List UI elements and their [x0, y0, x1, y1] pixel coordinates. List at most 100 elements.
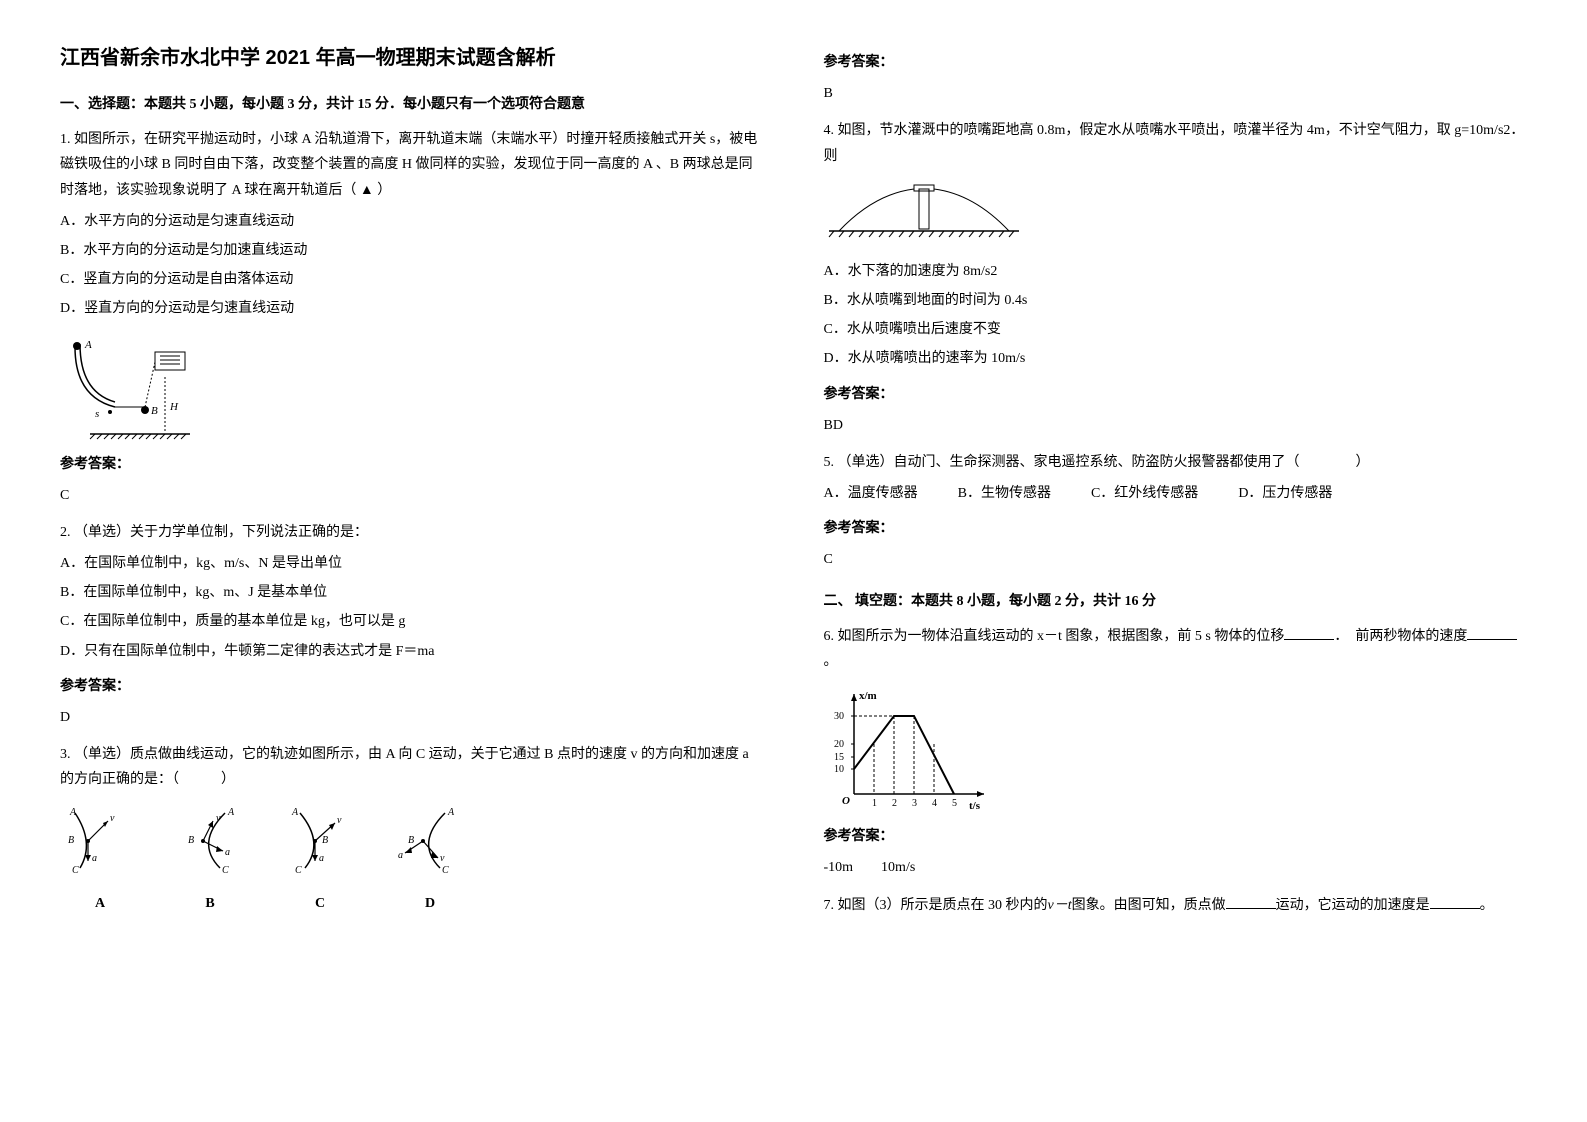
svg-text:B: B — [408, 835, 414, 846]
q3-figure-d: A B C a v D — [390, 803, 470, 916]
answer-label: 参考答案： — [824, 516, 1528, 541]
q6-text-mid: ． 前两秒物体的速度 — [1334, 629, 1467, 644]
option-q2-a: A．在国际单位制中，kg、m/s、N 是导出单位 — [60, 551, 764, 576]
option-q2-b: B．在国际单位制中，kg、m、J 是基本单位 — [60, 580, 764, 605]
answer-label: 参考答案： — [60, 674, 764, 699]
y-axis-label: x/m — [859, 690, 877, 702]
svg-text:B: B — [188, 835, 194, 846]
answer-label: 参考答案： — [824, 824, 1528, 849]
question-6: 6. 如图所示为一物体沿直线运动的 x－t 图象，根据图象，前 5 s 物体的位… — [824, 624, 1528, 881]
q7-vt: v－t — [1048, 898, 1072, 913]
page-container: 江西省新余市水北中学 2021 年高一物理期末试题含解析 一、选择题：本题共 5… — [60, 40, 1527, 926]
svg-text:v: v — [216, 813, 221, 824]
q7-text-before: 7. 如图（3）所示是质点在 30 秒内的 — [824, 898, 1048, 913]
svg-text:H: H — [169, 401, 179, 413]
option-q4-a: A．水下落的加速度为 8m/s2 — [824, 259, 1528, 284]
q3-figure-a: A B C v a A — [60, 803, 140, 916]
q3-label-d: D — [390, 891, 470, 916]
svg-text:a: a — [398, 850, 403, 861]
left-column: 江西省新余市水北中学 2021 年高一物理期末试题含解析 一、选择题：本题共 5… — [60, 40, 764, 926]
svg-text:30: 30 — [834, 711, 844, 722]
question-3-text: 3. （单选）质点做曲线运动，它的轨迹如图所示，由 A 向 C 运动，关于它通过… — [60, 742, 764, 792]
option-q1-d: D．竖直方向的分运动是匀速直线运动 — [60, 296, 764, 321]
question-1-text: 1. 如图所示，在研究平抛运动时，小球 A 沿轨道滑下，离开轨道末端（末端水平）… — [60, 127, 764, 203]
svg-text:a: a — [319, 853, 324, 864]
svg-text:v: v — [337, 815, 342, 826]
q3-figure-b: A B C a v B — [170, 803, 250, 916]
svg-text:A: A — [84, 339, 92, 351]
svg-text:C: C — [295, 865, 302, 876]
svg-text:A: A — [69, 807, 77, 818]
answer-label: 参考答案： — [824, 382, 1528, 407]
q3-label-a: A — [60, 891, 140, 916]
question-2: 2. （单选）关于力学单位制，下列说法正确的是： A．在国际单位制中，kg、m/… — [60, 520, 764, 730]
option-q2-c: C．在国际单位制中，质量的基本单位是 kg，也可以是 g — [60, 609, 764, 634]
svg-text:15: 15 — [834, 752, 844, 763]
svg-text:a: a — [225, 847, 230, 858]
question-6-text: 6. 如图所示为一物体沿直线运动的 x－t 图象，根据图象，前 5 s 物体的位… — [824, 624, 1528, 674]
question-5: 5. （单选）自动门、生命探测器、家电遥控系统、防盗防火报警器都使用了（ ） A… — [824, 450, 1528, 573]
svg-text:B: B — [322, 835, 328, 846]
right-column: 参考答案： B 4. 如图，节水灌溉中的喷嘴距地高 0.8m，假定水从喷嘴水平喷… — [824, 40, 1528, 926]
q3-answer: B — [824, 81, 1528, 106]
blank — [1430, 895, 1480, 909]
option-q5-a: A．温度传感器 — [824, 481, 918, 506]
q3-label-b: B — [170, 891, 250, 916]
svg-text:v: v — [110, 813, 115, 824]
svg-text:O: O — [842, 795, 850, 807]
svg-text:s: s — [95, 408, 99, 420]
option-q4-c: C．水从喷嘴喷出后速度不变 — [824, 317, 1528, 342]
question-7-text: 7. 如图（3）所示是质点在 30 秒内的v－t图象。由图可知，质点做 运动，它运… — [824, 893, 1528, 918]
section-2-header: 二、 填空题：本题共 8 小题，每小题 2 分，共计 16 分 — [824, 589, 1528, 614]
question-1: 1. 如图所示，在研究平抛运动时，小球 A 沿轨道滑下，离开轨道末端（末端水平）… — [60, 127, 764, 508]
svg-text:2: 2 — [892, 798, 897, 809]
q7-text-after: 。 — [1480, 898, 1494, 913]
q3-figures: A B C v a A — [60, 803, 764, 916]
q1-answer: C — [60, 483, 764, 508]
q7-text-mid2: 运动，它运动的加速度是 — [1276, 898, 1430, 913]
svg-text:C: C — [72, 865, 79, 876]
option-q5-d: D．压力传感器 — [1238, 481, 1332, 506]
svg-text:B: B — [151, 405, 158, 417]
svg-text:C: C — [442, 865, 449, 876]
option-q5-c: C．红外线传感器 — [1091, 481, 1198, 506]
option-q4-d: D．水从喷嘴喷出的速率为 10m/s — [824, 346, 1528, 371]
option-q5-b: B．生物传感器 — [958, 481, 1051, 506]
question-7: 7. 如图（3）所示是质点在 30 秒内的v－t图象。由图可知，质点做 运动，它运… — [824, 893, 1528, 918]
svg-text:A: A — [447, 807, 455, 818]
question-5-text: 5. （单选）自动门、生命探测器、家电遥控系统、防盗防火报警器都使用了（ ） — [824, 450, 1528, 475]
q1-figure: A s B H — [60, 332, 764, 442]
svg-text:5: 5 — [952, 798, 957, 809]
q5-answer: C — [824, 547, 1528, 572]
question-3: 3. （单选）质点做曲线运动，它的轨迹如图所示，由 A 向 C 运动，关于它通过… — [60, 742, 764, 916]
svg-text:A: A — [291, 807, 299, 818]
option-q2-d: D．只有在国际单位制中，牛顿第二定律的表达式才是 F＝ma — [60, 639, 764, 664]
option-q1-a: A．水平方向的分运动是匀速直线运动 — [60, 209, 764, 234]
svg-text:10: 10 — [834, 764, 844, 775]
q4-answer: BD — [824, 413, 1528, 438]
svg-text:1: 1 — [872, 798, 877, 809]
option-q4-b: B．水从喷嘴到地面的时间为 0.4s — [824, 288, 1528, 313]
answer-label: 参考答案： — [60, 452, 764, 477]
option-q1-c: C．竖直方向的分运动是自由落体运动 — [60, 267, 764, 292]
q6-answer: -10m 10m/s — [824, 855, 1528, 880]
section-1-header: 一、选择题：本题共 5 小题，每小题 3 分，共计 15 分．每小题只有一个选项… — [60, 92, 764, 117]
option-q1-b: B．水平方向的分运动是匀加速直线运动 — [60, 238, 764, 263]
svg-text:3: 3 — [912, 798, 917, 809]
blank — [1467, 626, 1517, 640]
q7-text-mid1: 图象。由图可知，质点做 — [1072, 898, 1226, 913]
svg-text:4: 4 — [932, 798, 937, 809]
q3-figure-c: A B C v a C — [280, 803, 360, 916]
q2-answer: D — [60, 705, 764, 730]
q6-chart: x/m t/s O 30 20 15 10 1 2 3 4 — [824, 684, 1528, 814]
svg-text:A: A — [227, 807, 235, 818]
question-2-text: 2. （单选）关于力学单位制，下列说法正确的是： — [60, 520, 764, 545]
svg-text:20: 20 — [834, 739, 844, 750]
blank — [1284, 626, 1334, 640]
blank — [1226, 895, 1276, 909]
question-4-text: 4. 如图，节水灌溉中的喷嘴距地高 0.8m，假定水从喷嘴水平喷出，喷灌半径为 … — [824, 118, 1528, 168]
document-title: 江西省新余市水北中学 2021 年高一物理期末试题含解析 — [60, 40, 764, 76]
x-axis-label: t/s — [969, 800, 981, 812]
svg-text:B: B — [68, 835, 74, 846]
q5-options: A．温度传感器 B．生物传感器 C．红外线传感器 D．压力传感器 — [824, 481, 1528, 506]
